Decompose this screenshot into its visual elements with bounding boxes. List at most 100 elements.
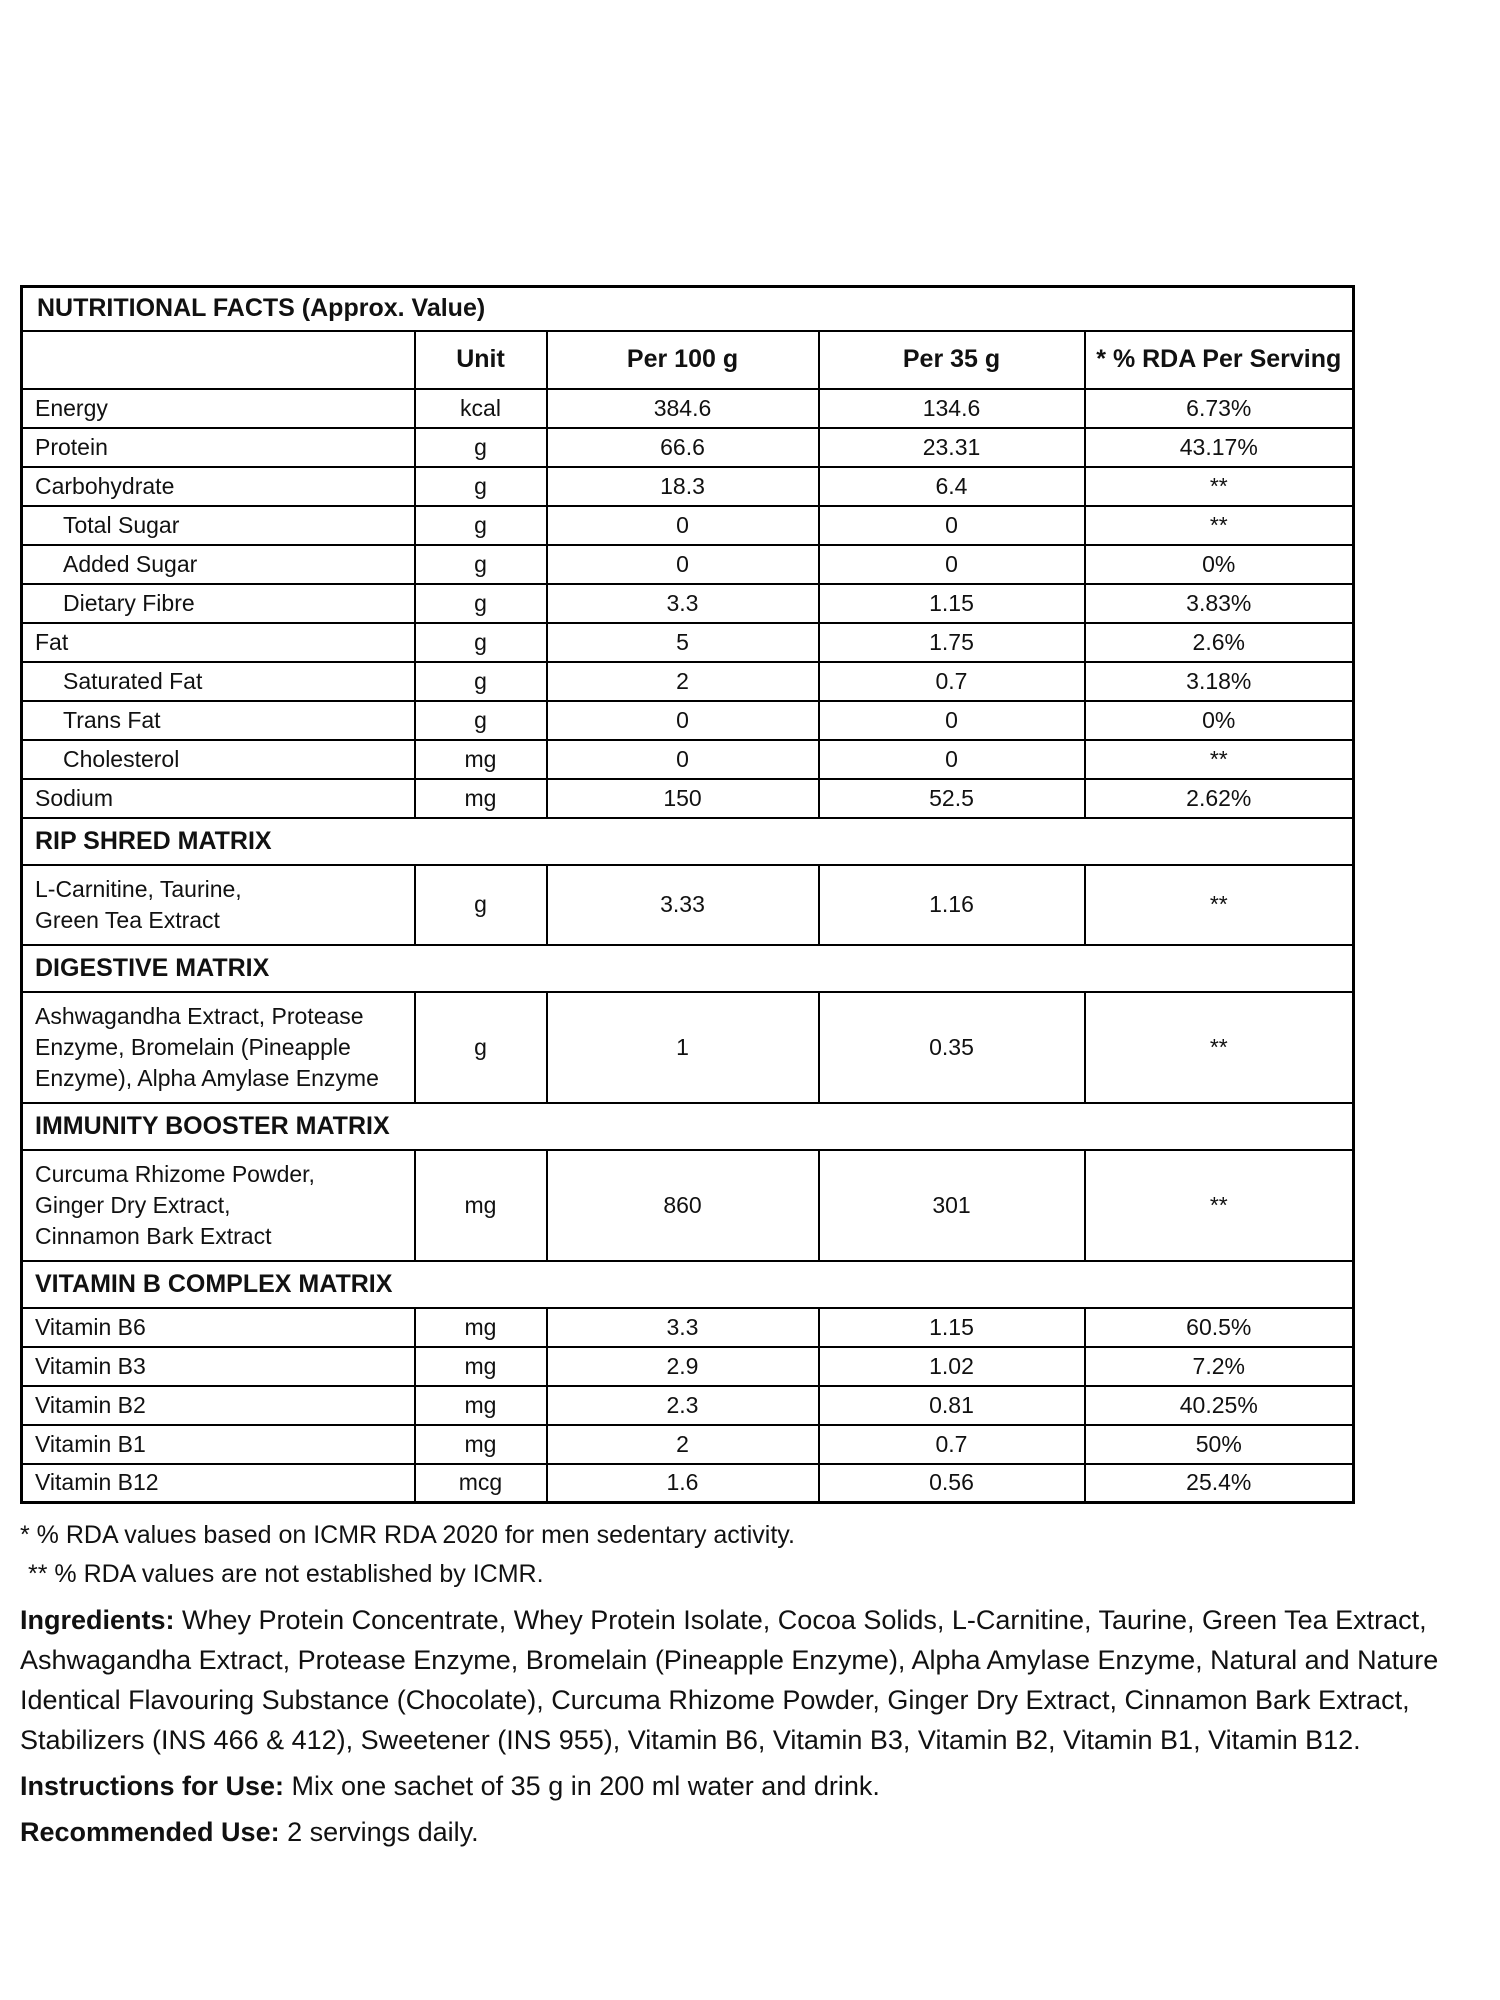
row-per-100g-value: 5 bbox=[545, 621, 820, 663]
row-per-100g-value: 0 bbox=[545, 738, 820, 780]
ingredients-paragraph: Ingredients: Whey Protein Concentrate, W… bbox=[20, 1600, 1490, 1760]
recommended-use-label: Recommended Use: bbox=[20, 1817, 280, 1847]
row-label: Carbohydrate bbox=[20, 465, 416, 507]
table-row: Curcuma Rhizome Powder, Ginger Dry Extra… bbox=[20, 1148, 1355, 1262]
row-unit-value: g bbox=[413, 504, 548, 546]
row-label: Vitamin B1 bbox=[20, 1423, 416, 1465]
row-per-35g-value: 0 bbox=[817, 738, 1086, 780]
row-per-35g-value: 1.16 bbox=[817, 863, 1086, 946]
row-rda-value: 43.17% bbox=[1083, 426, 1355, 468]
row-rda-value: ** bbox=[1083, 1148, 1355, 1262]
table-row: Protein g 66.6 23.31 43.17% bbox=[20, 426, 1355, 468]
row-rda-value: 2.62% bbox=[1083, 777, 1355, 819]
section-header-label: IMMUNITY BOOSTER MATRIX bbox=[20, 1101, 1355, 1151]
instructions-text: Mix one sachet of 35 g in 200 ml water a… bbox=[291, 1771, 880, 1801]
row-unit-value: g bbox=[413, 543, 548, 585]
table-row: Vitamin B2 mg 2.3 0.81 40.25% bbox=[20, 1384, 1355, 1426]
row-per-100g-value: 1.6 bbox=[545, 1462, 820, 1504]
table-title: NUTRITIONAL FACTS (Approx. Value) bbox=[20, 285, 1355, 332]
row-unit-value: g bbox=[413, 863, 548, 946]
row-rda-value: ** bbox=[1083, 738, 1355, 780]
row-unit-value: mg bbox=[413, 1148, 548, 1262]
footnote-rda-basis: * % RDA values based on ICMR RDA 2020 fo… bbox=[20, 1521, 795, 1549]
ingredients-label: Ingredients: bbox=[20, 1605, 175, 1635]
row-per-35g-value: 1.02 bbox=[817, 1345, 1086, 1387]
section-header-row: IMMUNITY BOOSTER MATRIX bbox=[20, 1101, 1355, 1151]
row-unit-value: kcal bbox=[413, 387, 548, 429]
row-per-100g-value: 66.6 bbox=[545, 426, 820, 468]
row-per-35g-value: 6.4 bbox=[817, 465, 1086, 507]
instructions-label: Instructions for Use: bbox=[20, 1771, 285, 1801]
row-label: Trans Fat bbox=[20, 699, 416, 741]
row-unit-value: mg bbox=[413, 1384, 548, 1426]
row-per-35g-value: 0.81 bbox=[817, 1384, 1086, 1426]
table-row: Ashwagandha Extract, Protease Enzyme, Br… bbox=[20, 990, 1355, 1104]
row-label: Fat bbox=[20, 621, 416, 663]
row-label: Saturated Fat bbox=[20, 660, 416, 702]
row-label: L-Carnitine, Taurine, Green Tea Extract bbox=[20, 863, 416, 946]
row-unit-value: mcg bbox=[413, 1462, 548, 1504]
header-unit: Unit bbox=[413, 329, 548, 390]
row-per-35g-value: 23.31 bbox=[817, 426, 1086, 468]
row-per-100g-value: 0 bbox=[545, 699, 820, 741]
row-label: Vitamin B3 bbox=[20, 1345, 416, 1387]
row-per-35g-value: 0 bbox=[817, 543, 1086, 585]
table-row: Trans Fat g 0 0 0% bbox=[20, 699, 1355, 741]
table-row: Added Sugar g 0 0 0% bbox=[20, 543, 1355, 585]
row-per-35g-value: 301 bbox=[817, 1148, 1086, 1262]
instructions-line: Instructions for Use: Mix one sachet of … bbox=[20, 1766, 1490, 1806]
row-unit-value: mg bbox=[413, 777, 548, 819]
table-header-row: Unit Per 100 g Per 35 g * % RDA Per Serv… bbox=[20, 329, 1355, 390]
row-rda-value: 3.18% bbox=[1083, 660, 1355, 702]
row-per-35g-value: 1.15 bbox=[817, 582, 1086, 624]
row-rda-value: ** bbox=[1083, 990, 1355, 1104]
row-rda-value: 0% bbox=[1083, 543, 1355, 585]
row-per-35g-value: 1.75 bbox=[817, 621, 1086, 663]
row-unit-value: g bbox=[413, 582, 548, 624]
row-rda-value: 40.25% bbox=[1083, 1384, 1355, 1426]
footnote-rda-not-established: ** % RDA values are not established by I… bbox=[28, 1560, 544, 1588]
row-per-35g-value: 1.15 bbox=[817, 1306, 1086, 1348]
header-blank-cell bbox=[20, 329, 416, 390]
row-per-100g-value: 2 bbox=[545, 660, 820, 702]
section-header-row: DIGESTIVE MATRIX bbox=[20, 943, 1355, 993]
table-row: Sodium mg 150 52.5 2.62% bbox=[20, 777, 1355, 819]
row-label: Cholesterol bbox=[20, 738, 416, 780]
row-label: Vitamin B6 bbox=[20, 1306, 416, 1348]
row-rda-value: 6.73% bbox=[1083, 387, 1355, 429]
row-per-100g-value: 0 bbox=[545, 504, 820, 546]
header-rda-per-serving: * % RDA Per Serving bbox=[1083, 329, 1355, 390]
row-label: Vitamin B12 bbox=[20, 1462, 416, 1504]
table-row: Vitamin B6 mg 3.3 1.15 60.5% bbox=[20, 1306, 1355, 1348]
table-row: Vitamin B3 mg 2.9 1.02 7.2% bbox=[20, 1345, 1355, 1387]
table-row: Cholesterol mg 0 0 ** bbox=[20, 738, 1355, 780]
row-label: Total Sugar bbox=[20, 504, 416, 546]
row-unit-value: g bbox=[413, 465, 548, 507]
section-header-row: VITAMIN B COMPLEX MATRIX bbox=[20, 1259, 1355, 1309]
ingredients-text: Whey Protein Concentrate, Whey Protein I… bbox=[20, 1605, 1439, 1755]
section-header-label: DIGESTIVE MATRIX bbox=[20, 943, 1355, 993]
row-per-100g-value: 0 bbox=[545, 543, 820, 585]
nutrition-table-body: Energy kcal 384.6 134.6 6.73% Protein g … bbox=[20, 387, 1355, 1504]
row-per-100g-value: 860 bbox=[545, 1148, 820, 1262]
section-header-label: VITAMIN B COMPLEX MATRIX bbox=[20, 1259, 1355, 1309]
footnotes-block: * % RDA values based on ICMR RDA 2020 fo… bbox=[20, 1516, 1500, 1594]
row-label: Ashwagandha Extract, Protease Enzyme, Br… bbox=[20, 990, 416, 1104]
row-per-100g-value: 18.3 bbox=[545, 465, 820, 507]
row-rda-value: 3.83% bbox=[1083, 582, 1355, 624]
table-row: Fat g 5 1.75 2.6% bbox=[20, 621, 1355, 663]
header-per-35g: Per 35 g bbox=[817, 329, 1086, 390]
row-label: Protein bbox=[20, 426, 416, 468]
table-row: Total Sugar g 0 0 ** bbox=[20, 504, 1355, 546]
row-per-100g-value: 3.33 bbox=[545, 863, 820, 946]
row-per-100g-value: 3.3 bbox=[545, 582, 820, 624]
row-unit-value: g bbox=[413, 699, 548, 741]
row-unit-value: mg bbox=[413, 1423, 548, 1465]
nutrition-facts-table: NUTRITIONAL FACTS (Approx. Value) Unit P… bbox=[20, 285, 1356, 1504]
table-row: Saturated Fat g 2 0.7 3.18% bbox=[20, 660, 1355, 702]
row-rda-value: ** bbox=[1083, 504, 1355, 546]
row-unit-value: mg bbox=[413, 1306, 548, 1348]
row-per-35g-value: 0 bbox=[817, 699, 1086, 741]
row-unit-value: g bbox=[413, 426, 548, 468]
